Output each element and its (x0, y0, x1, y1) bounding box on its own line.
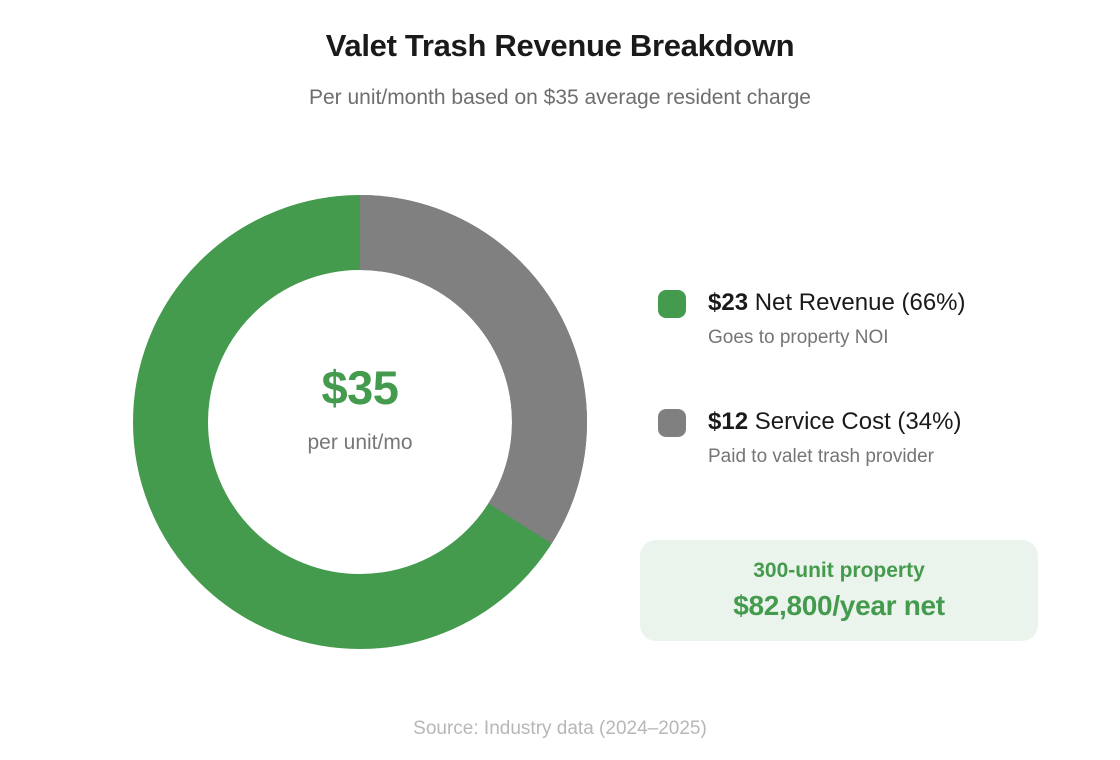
callout-annual-net: $82,800/year net (733, 590, 945, 621)
legend-text-service-cost: $12 Service Cost (34%) Paid to valet tra… (708, 407, 961, 468)
donut-segment-service-cost (133, 195, 587, 649)
page-title: Valet Trash Revenue Breakdown (325, 28, 795, 63)
legend-title-net-revenue: Net Revenue (66%) (754, 289, 966, 316)
legend: $23 Net Revenue (66%) Goes to property N… (658, 288, 966, 468)
callout-property-size: 300-unit property (753, 559, 925, 582)
legend-amount-net-revenue: $23 (708, 289, 749, 316)
page-subtitle: Per unit/month based on $35 average resi… (308, 86, 811, 109)
legend-label-net-revenue: $23 Net Revenue (66%) (708, 288, 966, 318)
donut-svg (133, 195, 587, 649)
legend-sub-service-cost: Paid to valet trash provider (708, 446, 935, 467)
callout-box: 300-unit property $82,800/year net (640, 540, 1038, 641)
header: Valet Trash Revenue Breakdown Per unit/m… (0, 28, 1120, 110)
legend-item-net-revenue: $23 Net Revenue (66%) Goes to property N… (658, 288, 966, 349)
donut-chart: $35 per unit/mo (133, 195, 587, 649)
legend-swatch-service-cost (658, 409, 686, 437)
source-note: Source: Industry data (2024–2025) (413, 718, 707, 739)
legend-swatch-net-revenue (658, 290, 686, 318)
legend-amount-service-cost: $12 (708, 408, 749, 435)
legend-item-service-cost: $12 Service Cost (34%) Paid to valet tra… (658, 407, 966, 468)
legend-text-net-revenue: $23 Net Revenue (66%) Goes to property N… (708, 288, 966, 349)
legend-label-service-cost: $12 Service Cost (34%) (708, 407, 961, 437)
legend-title-service-cost: Service Cost (34%) (754, 408, 962, 435)
legend-sub-net-revenue: Goes to property NOI (708, 327, 889, 348)
